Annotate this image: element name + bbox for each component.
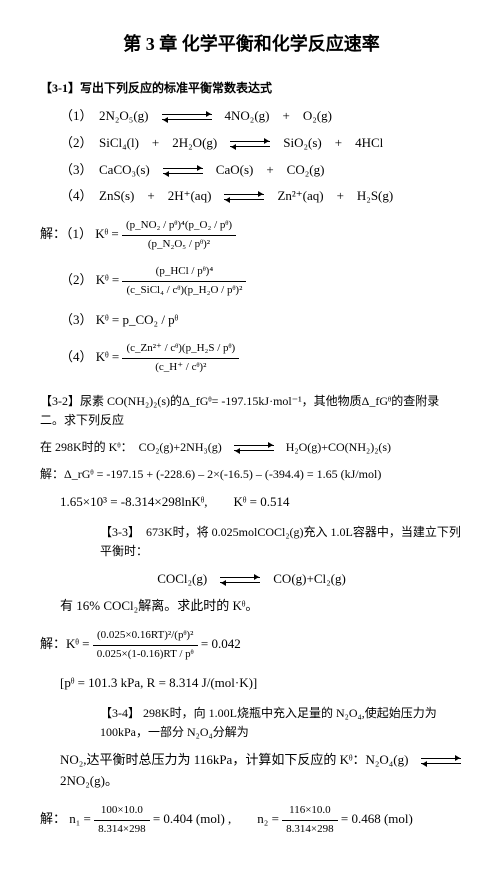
solution-3: 解：Kᶿ = (0.025×0.16RT)²/(pᶿ)²0.025×(1-0.1… (40, 627, 463, 663)
solution-2-2: 1.65×10³ = -8.314×298lnKᶿ, Kᶿ = 0.514 (40, 492, 463, 513)
problem-3-4b: NO₂,达平衡时总压力为 116kPa，计算如下反应的 Kᶿ：N₂O₄(g) 2… (40, 750, 463, 792)
problem-3-3: 【3-3】 673K时，将 0.025molCOCl₂(g)充入 1.0L容器中… (40, 523, 463, 561)
solution-1-1: 解：（1） Kᶿ = (p_NO₂ / pᶿ)⁴(p_O₂ / pᶿ)(p_N₂… (40, 217, 463, 253)
eq-1: （1） 2N₂O₅(g) 4NO₂(g) + O₂(g) (40, 106, 463, 127)
eq-2: （2） SiCl₄(l) + 2H₂O(g) SiO₂(s) + 4HCl (40, 133, 463, 154)
problem-3-2: 【3-2】尿素 CO(NH₂)₂(s)的Δ_fGᶿ= -197.15kJ·mol… (40, 392, 463, 430)
eq-3-3: COCl₂(g) CO(g)+Cl₂(g) (40, 569, 463, 590)
solution-1-3: （3） Kᶿ = p_CO₂ / pᶿ (40, 310, 463, 331)
problem-3-1: 【3-1】写出下列反应的标准平衡常数表达式 (40, 79, 463, 98)
problem-3-4: 【3-4】 298K时，向 1.00L烧瓶中充入足量的 N₂O₄,使起始压力为 … (40, 704, 463, 742)
eq-4: （4） ZnS(s) + 2H⁺(aq) Zn²⁺(aq) + H₂S(g) (40, 186, 463, 207)
note-3: [pᶿ = 101.3 kPa, R = 8.314 J/(mol·K)] (40, 673, 463, 694)
eq-3: （3） CaCO₃(s) CaO(s) + CO₂(g) (40, 160, 463, 181)
solution-2-1: 解：Δ_rGᶿ = -197.15 + (-228.6) – 2×(-16.5)… (40, 465, 463, 484)
solution-4: 解： n₁ = 100×10.08.314×298 = 0.404 (mol) … (40, 802, 463, 838)
problem-3-3b: 有 16% COCl₂解离。求此时的 Kᶿ。 (40, 596, 463, 617)
solution-1-2: （2） Kᶿ = (p_HCl / pᶿ)⁴(c_SiCl₄ / cᶿ)(p_H… (40, 263, 463, 299)
solution-1-4: （4） Kᶿ = (c_Zn²⁺ / cᶿ)(p_H₂S / pᶿ)(c_H⁺ … (40, 340, 463, 376)
chapter-title: 第 3 章 化学平衡和化学反应速率 (40, 30, 463, 59)
problem-3-2b: 在 298K时的 Kᶿ： CO₂(g)+2NH₃(g) H₂O(g)+CO(NH… (40, 438, 463, 457)
